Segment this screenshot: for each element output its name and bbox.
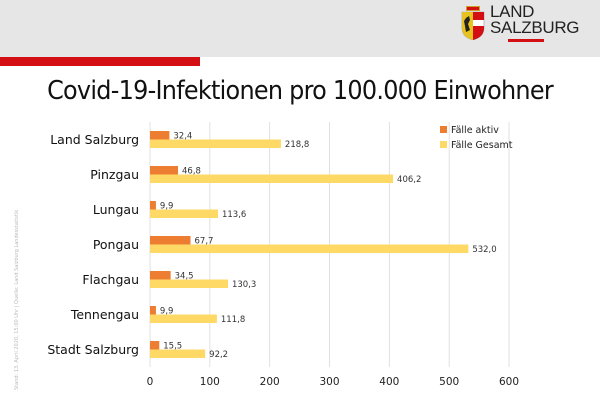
coat-of-arms-icon [461,6,485,40]
x-tick-label: 0 [147,376,154,388]
value-label-gesamt: 218,8 [285,140,309,150]
value-label-gesamt: 406,2 [397,175,421,185]
category-label: Lungau [93,202,139,217]
chart-title: Covid-19-Infektionen pro 100.000 Einwohn… [47,76,554,106]
value-label-gesamt: 532,0 [472,245,496,255]
bar-aktiv [150,166,179,175]
header-band [0,0,600,57]
x-tick-label: 100 [200,376,220,388]
bar-gesamt [150,139,281,148]
bar-gesamt [150,314,217,323]
value-label-aktiv: 32,4 [173,132,192,142]
legend-swatch-gesamt [440,141,447,148]
category-label: Pinzgau [90,167,139,182]
bar-gesamt [150,279,228,288]
bar-gesamt [150,174,394,183]
bar-gesamt [150,209,218,218]
value-label-gesamt: 113,6 [222,210,246,220]
bar-aktiv [150,341,160,350]
logo-line-1: LAND [490,2,535,21]
x-tick-label: 300 [319,376,339,388]
value-label-gesamt: 130,3 [232,280,256,290]
logo-underline [508,39,544,42]
category-label: Tennengau [70,307,139,322]
value-label-aktiv: 46,8 [182,167,201,177]
category-label: Pongau [93,237,139,252]
bar-aktiv [150,131,170,140]
category-label: Land Salzburg [50,132,139,147]
bars: 32,4 218,8 46,8 406,2 9,9 113,6 67,7 532,0 34,5 1… [150,131,497,360]
bar-gesamt [150,244,469,253]
bar-aktiv [150,201,156,210]
x-tick-labels: 0 100 200 300 400 500 600 [147,376,519,388]
category-label: Stadt Salzburg [47,342,139,357]
value-label-aktiv: 9,9 [160,202,174,212]
x-tick-label: 600 [499,376,519,388]
value-label-gesamt: 92,2 [209,350,228,360]
x-tick-label: 200 [260,376,280,388]
bar-gesamt [150,349,206,358]
x-tick-label: 400 [379,376,399,388]
bar-aktiv [150,306,156,315]
bar-aktiv [150,271,171,280]
value-label-aktiv: 9,9 [160,307,174,317]
accent-bar [0,57,200,66]
legend-label-aktiv: Fälle aktiv [451,125,499,136]
value-label-aktiv: 15,5 [163,342,182,352]
logo-line-2: SALZBURG [490,18,580,37]
x-tick-label: 500 [439,376,459,388]
bar-aktiv [150,236,191,245]
value-label-aktiv: 34,5 [175,272,194,282]
legend: Fälle aktiv Fälle Gesamt [440,125,513,151]
legend-label-gesamt: Fälle Gesamt [451,140,513,151]
category-label: Flachgau [82,272,139,287]
land-salzburg-logo: LAND SALZBURG [460,2,590,44]
value-label-gesamt: 111,8 [221,315,245,325]
value-label-aktiv: 67,7 [195,237,214,247]
logo-text: LAND SALZBURG [490,2,580,37]
legend-swatch-aktiv [440,126,447,133]
category-labels: Land Salzburg Pinzgau Lungau Pongau Flachgau… [47,132,139,357]
